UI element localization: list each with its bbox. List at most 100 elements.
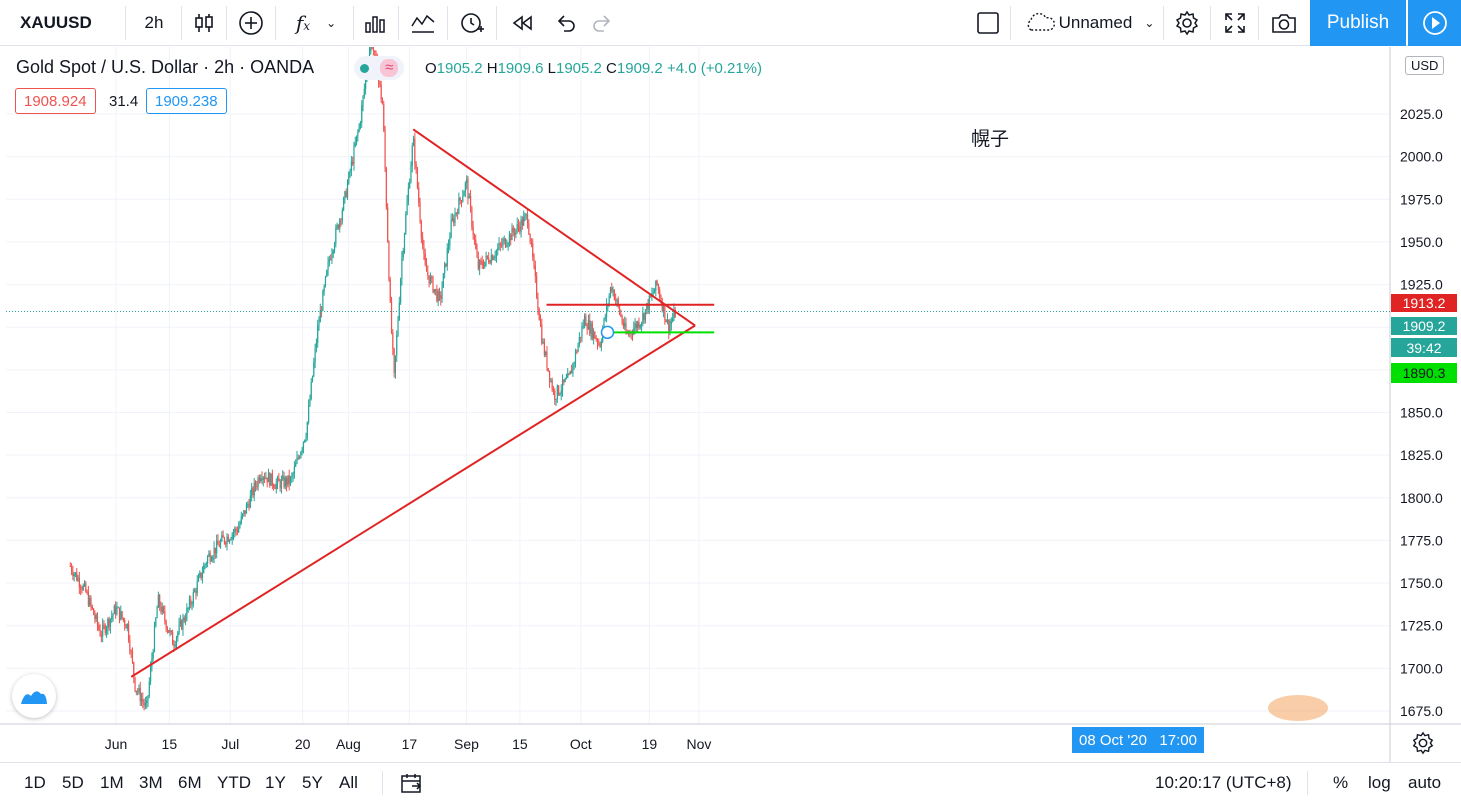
candle-body — [138, 687, 140, 692]
candle-body — [257, 477, 259, 487]
candle-body — [481, 261, 483, 266]
candle-body — [323, 286, 325, 292]
candle-body — [348, 172, 350, 184]
fullscreen-icon[interactable] — [1214, 0, 1256, 46]
axis-settings-gear-icon[interactable] — [1411, 731, 1437, 757]
candle-body — [183, 617, 185, 621]
range-3m[interactable]: 3M — [139, 773, 163, 792]
compare-add-icon[interactable] — [229, 0, 273, 46]
candle-body — [497, 248, 499, 251]
candle-body — [70, 566, 73, 572]
candle-body — [192, 592, 194, 604]
candle-body — [181, 620, 183, 630]
candle-body — [134, 677, 136, 692]
candle-body — [464, 182, 466, 192]
interval-button[interactable]: 2h — [144, 13, 164, 32]
redo-icon[interactable] — [584, 0, 620, 46]
candle-body — [543, 342, 545, 356]
candle-body — [560, 390, 562, 394]
settings-gear-icon[interactable] — [1166, 0, 1208, 46]
candle-body — [249, 495, 251, 508]
candle-body — [240, 516, 242, 524]
y-axis-tick-label: 2025.0 — [1400, 106, 1443, 122]
candle-body — [385, 168, 387, 208]
timezone-clock[interactable]: 10:20:17 (UTC+8) — [1155, 773, 1292, 792]
candle-body — [374, 50, 376, 52]
candle-body — [315, 342, 318, 349]
candle-body — [131, 651, 134, 663]
candle-body — [582, 325, 584, 327]
market-status-badge[interactable]: ≈ — [354, 56, 404, 80]
candle-body — [377, 79, 380, 82]
separator — [447, 6, 448, 40]
range-1m[interactable]: 1M — [100, 773, 124, 792]
candle-body — [284, 478, 286, 487]
range-ytd[interactable]: YTD — [217, 773, 251, 792]
percent-scale-toggle[interactable]: % — [1333, 773, 1349, 792]
indicators-button[interactable]: fx ⌄ — [280, 0, 352, 46]
auto-scale-toggle[interactable]: auto — [1408, 773, 1442, 792]
candle-body — [140, 698, 143, 702]
candle-body — [353, 146, 355, 165]
candle-body — [148, 681, 150, 696]
candle-body — [203, 565, 205, 574]
candle-body — [85, 583, 87, 592]
x-axis-tick-label: 15 — [162, 736, 178, 752]
goto-date-icon[interactable] — [400, 763, 422, 803]
candle-body — [223, 537, 226, 543]
tradingview-logo-icon[interactable] — [12, 674, 56, 718]
candle-body — [247, 504, 249, 506]
x-axis-tick-label: Sep — [454, 736, 479, 752]
range-5y[interactable]: 5Y — [302, 773, 323, 792]
chart-text-annotation[interactable]: 幌子 — [971, 128, 1010, 150]
candle-body — [178, 624, 180, 633]
candle-body — [182, 617, 184, 630]
candle-body — [640, 322, 643, 326]
candle-body — [361, 105, 363, 123]
candle-body — [504, 238, 507, 247]
candle-body — [89, 598, 91, 606]
buy-price-button[interactable]: 1909.238 — [146, 88, 227, 114]
log-scale-toggle[interactable]: log — [1368, 773, 1391, 792]
alert-icon[interactable] — [450, 0, 494, 46]
candle-body — [159, 595, 161, 607]
candle-body — [197, 576, 200, 582]
publish-button[interactable]: Publish — [1310, 0, 1406, 46]
candle-body — [288, 475, 290, 484]
candle-body — [659, 289, 661, 298]
candle-body — [208, 553, 210, 557]
range-1d[interactable]: 1D — [24, 773, 46, 792]
candle-body — [320, 310, 323, 312]
range-1y[interactable]: 1Y — [265, 773, 286, 792]
candle-body — [618, 305, 621, 314]
candle-body — [427, 271, 429, 276]
camera-icon[interactable] — [1262, 0, 1306, 46]
candle-body — [153, 626, 156, 652]
candle-body — [92, 608, 95, 615]
candle-body — [289, 477, 292, 484]
candles-icon[interactable] — [184, 0, 224, 46]
sell-price-button[interactable]: 1908.924 — [15, 88, 96, 114]
candle-body — [135, 690, 137, 692]
range-5d[interactable]: 5D — [62, 773, 84, 792]
select-layout-icon[interactable] — [970, 0, 1006, 46]
replay-icon[interactable] — [500, 0, 544, 46]
range-6m[interactable]: 6M — [178, 773, 202, 792]
currency-label[interactable]: USD — [1405, 56, 1445, 75]
candle-body — [337, 224, 340, 229]
candle-body — [517, 224, 520, 227]
financials-icon[interactable] — [355, 0, 395, 46]
candle-body — [314, 348, 316, 363]
candle-body — [251, 488, 253, 496]
symbol-search-button[interactable]: XAUUSD — [20, 13, 92, 32]
publish-menu-button[interactable] — [1408, 0, 1461, 46]
candle-body — [96, 615, 99, 626]
layout-menu-button[interactable]: Unnamed ⌄ — [1016, 0, 1161, 46]
templates-icon[interactable] — [401, 0, 445, 46]
candle-body — [261, 477, 263, 480]
candle-body — [574, 351, 577, 363]
candle-body — [109, 618, 112, 627]
range-all[interactable]: All — [339, 773, 358, 792]
undo-icon[interactable] — [548, 0, 584, 46]
